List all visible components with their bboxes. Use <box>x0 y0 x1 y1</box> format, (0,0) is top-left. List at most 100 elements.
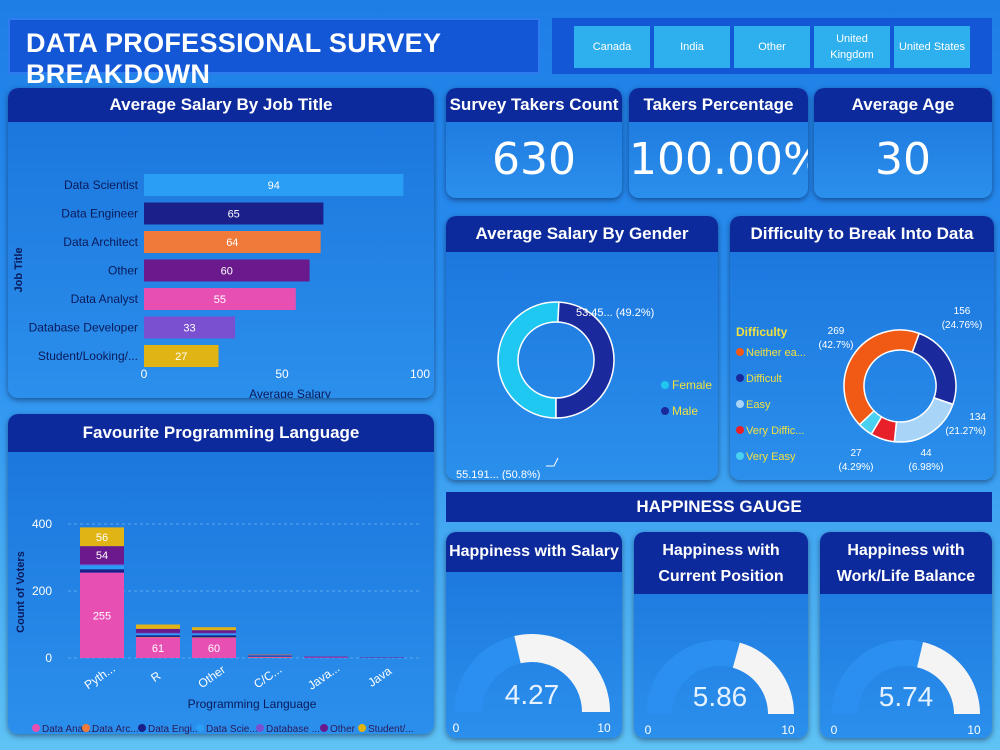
gauge-remainder <box>917 641 980 714</box>
bar-r-database <box>136 632 180 634</box>
salary-by-job-chart[interactable]: Job Title Data Scientist 94 Data Engineer 65… <box>8 122 434 398</box>
bar-database-developer <box>144 316 236 339</box>
legend-data-scie: Data Scie... <box>206 724 258 734</box>
gauge-value: 4.27 <box>505 679 560 710</box>
bar-java-data-anal <box>304 657 348 658</box>
gauge-max: 10 <box>781 723 795 737</box>
legend-neither-ea: Neither ea... <box>746 347 806 359</box>
legend-data-arc: Data Arc... <box>92 724 139 734</box>
x-tick-c-c: C/C... <box>251 662 284 691</box>
gauge-fill <box>832 640 924 714</box>
gauge-position-chart: 5.86 0 10 <box>645 640 795 737</box>
tick-label-database-developer: Database Developer <box>29 321 138 335</box>
data-pct-very-difficult: (6.98%) <box>908 462 943 473</box>
gender-slice-female <box>497 301 560 419</box>
x-tick-pyth: Pyth... <box>82 661 118 692</box>
salary-by-job-title: Average Salary By Job Title <box>8 88 434 122</box>
legend-title: Difficulty <box>736 325 788 339</box>
data-pct-neither-easy-nor-difficult: (42.7%) <box>818 340 853 351</box>
y-axis-label: Job Title <box>13 247 25 292</box>
kpi-takers-percentage-label: Takers Percentage <box>629 88 808 122</box>
legend-dot-difficult <box>736 374 744 382</box>
gauge-remainder <box>732 642 794 714</box>
bar-data-analyst <box>144 288 296 310</box>
tick-label-data-scientist: Data Scientist <box>64 178 139 192</box>
bar-c-c-data-scie <box>248 655 292 657</box>
x-tick-50: 50 <box>275 367 289 381</box>
bar-other-other <box>192 630 236 633</box>
data-label-data-analyst: 55 <box>214 294 226 306</box>
legend-dot-data-anal <box>32 724 40 732</box>
slicer-other[interactable]: Other <box>734 26 810 68</box>
x-axis-label: Average Salary <box>249 387 331 398</box>
legend-dot-easy <box>736 400 744 408</box>
data-label-r-data-anal: 61 <box>152 643 164 655</box>
legend-dot-data-engi <box>138 724 146 732</box>
legend-data-anal: Data Anal... <box>42 724 94 734</box>
bar-other-student <box>192 627 236 631</box>
data-label-data-architect: 64 <box>226 237 238 249</box>
salary-by-gender-chart[interactable]: 55.191... (50.8%) 53.45... (49.2%) Female M… <box>446 252 718 480</box>
difficulty-panel: Difficulty to Break Into Data Difficulty… <box>730 216 994 480</box>
programming-language-chart[interactable]: Count of Voters 0 200 400 Pyth... R Other C/C..… <box>8 452 434 734</box>
bar-data-scientist <box>144 174 404 196</box>
tick-label-data-analyst: Data Analyst <box>71 292 139 306</box>
data-label-pyth-other: 54 <box>96 550 108 562</box>
gauge-position-panel: Happiness with Current Position 5.86 0 10 <box>634 532 808 738</box>
slicer-canada[interactable]: Canada <box>574 26 650 68</box>
happiness-gauge-header: HAPPINESS GAUGE <box>446 492 992 522</box>
data-pct-difficult: (24.76%) <box>942 320 983 331</box>
title-bar: DATA PROFESSIONAL SURVEY BREAKDOWN <box>8 18 540 89</box>
slicer-united-kingdom[interactable]: United Kingdom <box>814 26 890 68</box>
legend-database: Database ... <box>266 724 320 734</box>
bar-r-other <box>136 628 180 633</box>
programming-language-title: Favourite Programming Language <box>8 414 434 452</box>
bar-other-data-anal <box>192 637 236 658</box>
slicer-india[interactable]: India <box>654 26 730 68</box>
bar-r-data-anal <box>136 637 180 658</box>
gauge-remainder <box>514 634 610 712</box>
tick-label-data-architect: Data Architect <box>63 235 138 249</box>
legend-dot-female <box>661 381 669 389</box>
kpi-average-age-label: Average Age <box>814 88 992 122</box>
salary-by-gender-panel: Average Salary By Gender 55.191... (50.8… <box>446 216 718 480</box>
bar-data-architect <box>144 231 321 253</box>
legend-dot-other <box>320 724 328 732</box>
legend-female: Female <box>672 378 712 392</box>
data-label-pyth-data-anal: 255 <box>93 610 111 622</box>
legend-male: Male <box>672 404 698 418</box>
data-label-other: 60 <box>221 266 233 278</box>
data-label-student-looking: 27 <box>175 351 187 363</box>
legend-dot-neither-ea <box>736 348 744 356</box>
data-label-data-scientist: 94 <box>268 180 280 192</box>
gauge-salary-chart: 4.27 0 10 <box>453 634 611 735</box>
tick-label-student-looking: Student/Looking/... <box>38 349 138 363</box>
legend-difficult: Difficult <box>746 373 782 385</box>
bar-student-looking <box>144 345 219 367</box>
data-label-neither-easy-nor-difficult: 269 <box>828 326 845 337</box>
data-pct-easy: (21.27%) <box>945 426 986 437</box>
x-tick-other: Other <box>195 662 228 691</box>
gauge-fill <box>646 640 740 714</box>
programming-language-panel: Favourite Programming Language Count of … <box>8 414 434 734</box>
y-tick-200: 200 <box>32 584 52 598</box>
difficulty-slice-difficult <box>911 332 957 406</box>
bar-c-c-data-anal <box>248 657 292 658</box>
bar-c-c-other <box>248 654 292 656</box>
bar-pyth-data-scie <box>80 565 124 570</box>
legend-dot-very-diffic <box>736 426 744 434</box>
bar-other-data-engi <box>192 635 236 638</box>
y-tick-0: 0 <box>45 651 52 665</box>
legend-dot-very-easy <box>736 452 744 460</box>
bar-pyth-database <box>80 564 124 566</box>
bar-r-student <box>136 624 180 629</box>
kpi-takers-percentage: Takers Percentage 100.00% <box>629 88 808 198</box>
gauge-worklife-panel: Happiness with Work/Life Balance 5.74 0 10 <box>820 532 992 738</box>
slicer-united-states[interactable]: United States <box>894 26 970 68</box>
difficulty-chart[interactable]: Difficulty Neither ea... Difficult Easy Very… <box>730 252 994 480</box>
gauge-max: 10 <box>967 723 981 737</box>
kpi-survey-takers: Survey Takers Count 630 <box>446 88 622 198</box>
gender-slice-male <box>555 301 615 419</box>
x-axis-label: Programming Language <box>188 697 317 711</box>
data-label-very-easy: 27 <box>850 448 862 459</box>
